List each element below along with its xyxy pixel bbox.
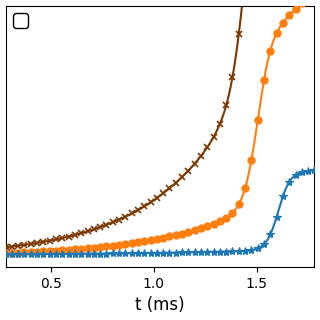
X-axis label: t (ms): t (ms) — [135, 296, 185, 315]
Legend:  — [13, 13, 28, 28]
